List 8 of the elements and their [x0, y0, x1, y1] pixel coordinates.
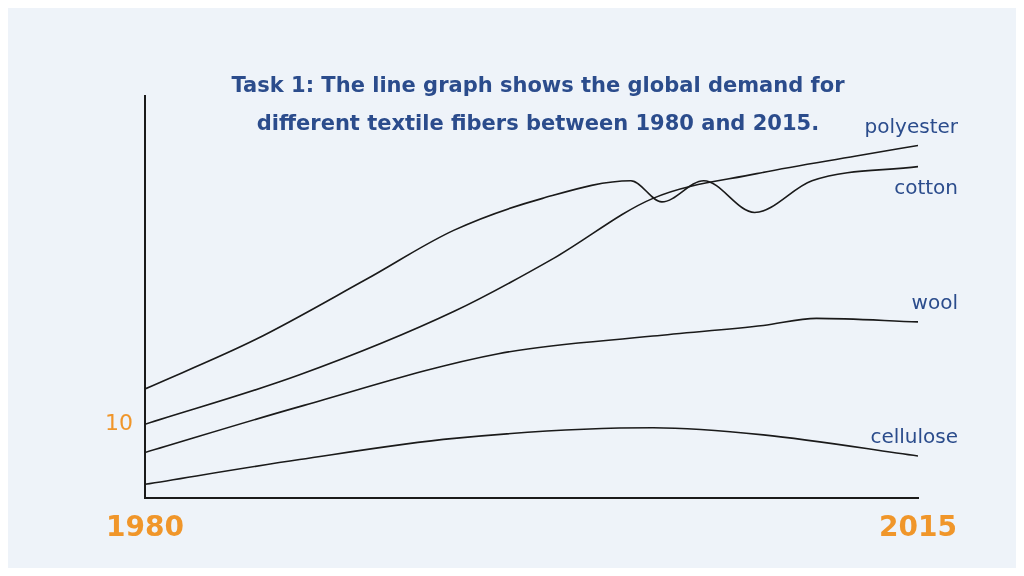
series-label: cotton	[894, 174, 958, 199]
chart-title: Task 1: The line graph shows the global demand for different textile fibers between 1980 and 2015.	[230, 72, 846, 137]
series-label: cellulose	[870, 424, 958, 449]
series-label: wool	[911, 290, 958, 315]
annotation: 10	[105, 409, 133, 435]
x-tick-label: 1980	[106, 510, 184, 544]
x-tick-label: 2015	[879, 510, 957, 544]
series-label: polyester	[864, 113, 959, 138]
